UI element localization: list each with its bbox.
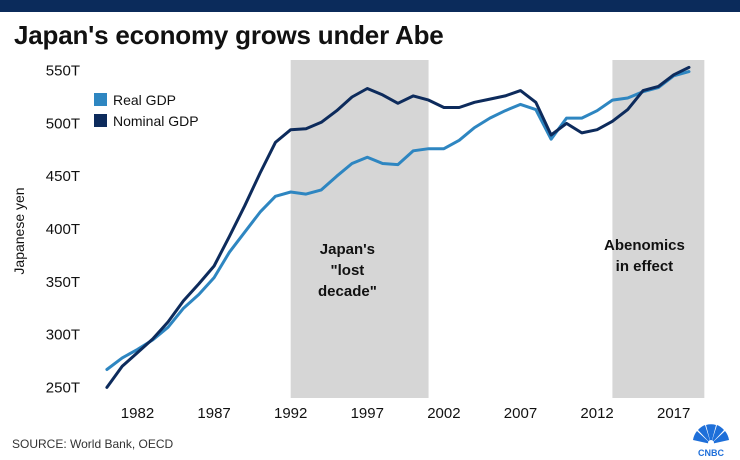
legend-label: Nominal GDP [113, 112, 199, 129]
abenomics-annotation: Abenomics in effect [604, 235, 685, 277]
y-tick-label: 450T [46, 168, 80, 185]
shaded-period-1 [612, 60, 705, 398]
chart-title: Japan's economy grows under Abe [14, 20, 444, 50]
lost-decade-annotation: Japan's "lost decade" [318, 239, 377, 302]
abenomics-line-1: Abenomics [604, 237, 685, 254]
y-tick-label: 400T [46, 221, 80, 238]
chart-legend: Real GDP Nominal GDP [94, 89, 199, 131]
source-note: SOURCE: World Bank, OECD [12, 437, 174, 451]
x-tick-label: 1987 [197, 405, 230, 422]
series-line-nominal-gdp [105, 65, 691, 389]
y-tick-label: 500T [46, 115, 80, 132]
y-tick-label: 250T [46, 379, 80, 396]
lost-decade-line-1: Japan's [319, 241, 376, 258]
legend-item: Real GDP [94, 89, 199, 110]
top-accent-bar [0, 0, 740, 12]
cnbc-peacock-logo-icon: CNBC [693, 424, 729, 458]
legend-swatch [94, 114, 107, 127]
x-tick-label: 2017 [657, 405, 690, 422]
x-tick-label: 1982 [121, 405, 154, 422]
lost-decade-line-3: decade" [318, 283, 377, 300]
cnbc-logo-text: CNBC [698, 448, 724, 458]
legend-label: Real GDP [113, 91, 177, 108]
lost-decade-line-2: "lost [330, 262, 365, 279]
series-line-real-gdp [105, 70, 691, 371]
y-tick-label: 350T [46, 274, 80, 291]
legend-swatch [94, 93, 107, 106]
x-tick-label: 1992 [274, 405, 307, 422]
x-tick-label: 2007 [504, 405, 537, 422]
y-tick-label: 300T [46, 327, 80, 344]
x-tick-label: 1997 [351, 405, 384, 422]
legend-item: Nominal GDP [94, 110, 199, 131]
x-tick-label: 2002 [427, 405, 460, 422]
x-tick-label: 2012 [580, 405, 613, 422]
abenomics-line-2: in effect [615, 258, 674, 275]
y-axis-label: Japanese yen [11, 187, 27, 274]
shaded-period-0 [290, 60, 429, 398]
y-tick-label: 550T [46, 63, 80, 80]
